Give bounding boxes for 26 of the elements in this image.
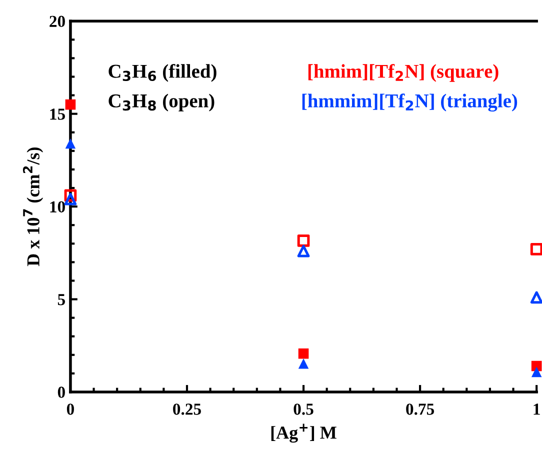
x-tick-label: 0.25 [173, 404, 201, 415]
y-tick-label: 5 [58, 294, 65, 306]
y-axis-title: D x 10$^{7}$ (cm$^{2}$/s) [22, 147, 44, 266]
annotation: C$_{3}$H$_{6}$ (filled) [108, 64, 216, 82]
x-tick-label: 0.5 [294, 404, 314, 415]
point [65, 99, 76, 110]
annotation: [hmim][Tf$_{2}$N] (square) [308, 64, 498, 82]
x-tick-label: 0 [66, 404, 74, 415]
point [298, 358, 309, 369]
point [531, 366, 542, 378]
y-tick-label: 20 [50, 16, 65, 28]
annotation: [hmmim][Tf$_{2}$N] (triangle) [302, 94, 518, 112]
annotation: C$_{3}$H$_{8}$ (open) [108, 94, 214, 112]
point [64, 192, 77, 206]
point [530, 291, 542, 304]
x-tick-label: 1 [534, 404, 540, 415]
point [297, 244, 310, 258]
point [297, 234, 310, 247]
point [65, 138, 76, 149]
point [530, 243, 542, 256]
y-tick-label: 15 [50, 108, 65, 120]
y-tick-label: 10 [50, 201, 65, 212]
x-axis-title: [Ag$^{+}$] M [271, 424, 336, 443]
y-tick-label: 0 [58, 386, 65, 398]
x-tick-label: 0.75 [406, 404, 434, 415]
point [298, 348, 309, 359]
